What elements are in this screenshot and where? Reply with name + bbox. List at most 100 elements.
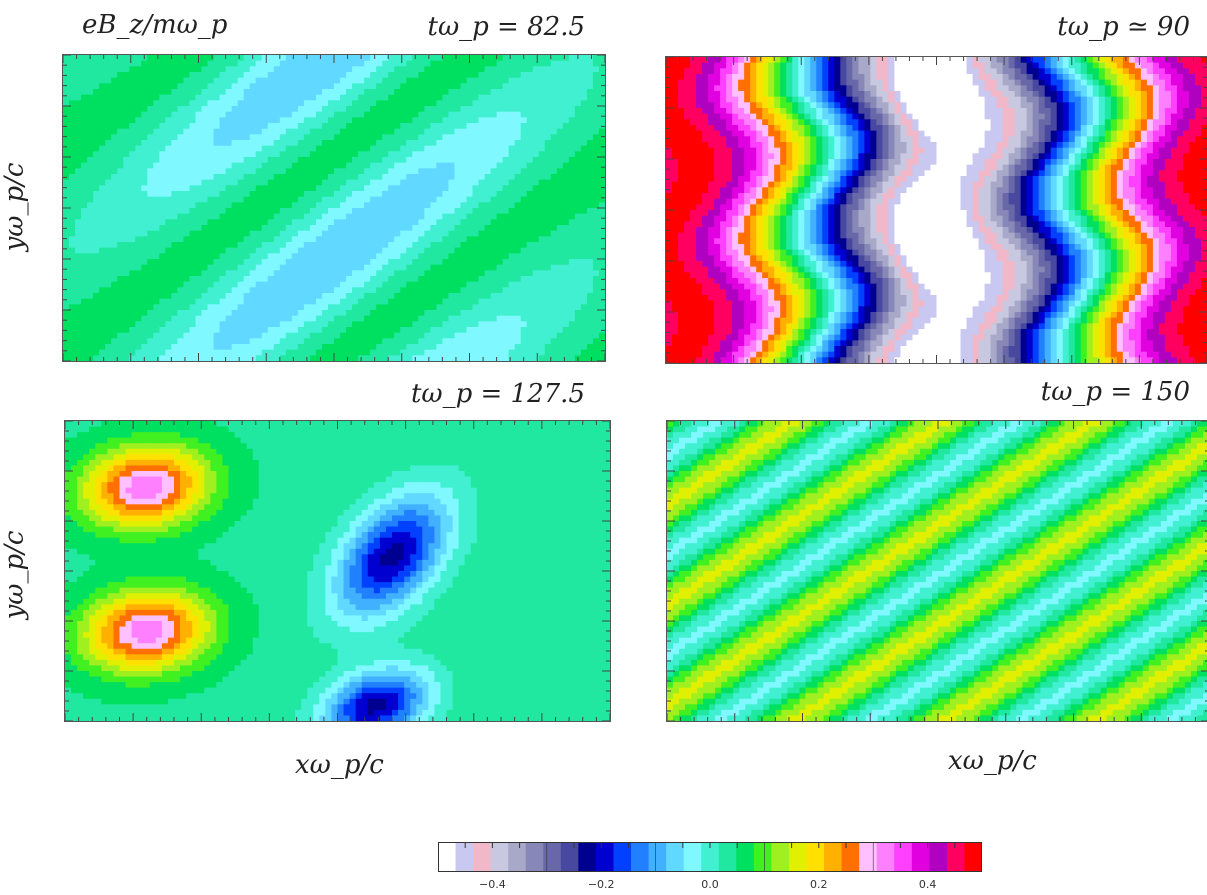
heatmap-cell bbox=[123, 77, 130, 84]
heatmap-cell bbox=[496, 253, 504, 260]
heatmap-cell bbox=[159, 60, 166, 67]
heatmap-cell bbox=[195, 247, 203, 254]
heatmap-cell bbox=[484, 247, 492, 254]
heatmap-cell bbox=[201, 151, 209, 158]
heatmap-cell bbox=[514, 208, 522, 215]
heatmap-cell bbox=[201, 196, 209, 203]
heatmap-cell bbox=[340, 298, 347, 305]
heatmap-cell bbox=[171, 100, 179, 107]
heatmap-cell bbox=[171, 72, 179, 79]
heatmap-cell bbox=[117, 287, 124, 294]
x-axis-label-left: xω_p/c bbox=[295, 752, 384, 778]
heatmap-cell bbox=[484, 106, 492, 113]
heatmap-cell bbox=[285, 304, 293, 311]
heatmap-cell bbox=[454, 145, 462, 152]
heatmap-cell bbox=[340, 117, 347, 124]
heatmap-cell bbox=[291, 202, 299, 209]
heatmap-cell bbox=[273, 123, 281, 130]
heatmap-cell bbox=[580, 94, 588, 101]
heatmap-cell bbox=[225, 304, 233, 311]
heatmap-cell bbox=[237, 174, 245, 181]
heatmap-cell bbox=[532, 270, 540, 277]
heatmap-cell bbox=[93, 162, 100, 169]
heatmap-cell bbox=[297, 355, 305, 361]
heatmap-cell bbox=[520, 162, 528, 169]
heatmap-cell bbox=[153, 145, 160, 152]
heatmap-cell bbox=[358, 140, 365, 147]
heatmap-cell bbox=[526, 168, 534, 175]
heatmap-cell bbox=[382, 162, 389, 169]
heatmap-cell bbox=[111, 60, 118, 67]
heatmap-cell bbox=[225, 315, 233, 322]
heatmap-cell bbox=[129, 344, 136, 351]
heatmap-cell bbox=[442, 111, 450, 118]
heatmap-cell bbox=[538, 89, 546, 96]
heatmap-cell bbox=[159, 236, 166, 243]
heatmap-cell bbox=[508, 230, 516, 237]
heatmap-cell bbox=[556, 276, 564, 283]
heatmap-cell bbox=[340, 321, 347, 328]
heatmap-cell bbox=[231, 196, 239, 203]
heatmap-cell bbox=[352, 355, 359, 361]
heatmap-cell bbox=[165, 281, 172, 288]
heatmap-cell bbox=[225, 355, 233, 361]
heatmap-cell bbox=[273, 344, 281, 351]
heatmap-cell bbox=[496, 230, 504, 237]
heatmap-cell bbox=[261, 128, 269, 135]
heatmap-cell bbox=[297, 72, 305, 79]
heatmap-cell bbox=[123, 185, 130, 192]
heatmap-cell bbox=[574, 111, 582, 118]
heatmap-cell bbox=[340, 355, 347, 361]
heatmap-cell bbox=[412, 213, 419, 220]
heatmap-cell bbox=[340, 281, 347, 288]
heatmap-cell bbox=[141, 270, 148, 277]
heatmap-cell bbox=[93, 219, 100, 226]
heatmap-cell bbox=[63, 128, 70, 135]
heatmap-cell bbox=[213, 145, 221, 152]
heatmap-cell bbox=[454, 276, 462, 283]
heatmap-cell bbox=[285, 123, 293, 130]
heatmap-cell bbox=[430, 123, 437, 130]
heatmap-cell bbox=[556, 60, 564, 67]
heatmap-cell bbox=[580, 304, 588, 311]
heatmap-cell bbox=[334, 72, 341, 79]
heatmap-cell bbox=[249, 157, 257, 164]
heatmap-cell bbox=[532, 202, 540, 209]
heatmap-cell bbox=[123, 140, 130, 147]
heatmap-cell bbox=[544, 72, 552, 79]
heatmap-cell bbox=[87, 332, 94, 339]
heatmap-cell bbox=[63, 196, 70, 203]
heatmap-cell bbox=[580, 344, 588, 351]
heatmap-cell bbox=[346, 185, 353, 192]
heatmap-cell bbox=[273, 179, 281, 186]
heatmap-cell bbox=[478, 355, 486, 361]
heatmap-cell bbox=[141, 72, 148, 79]
heatmap-cell bbox=[111, 236, 118, 243]
heatmap-cell bbox=[135, 134, 142, 141]
heatmap-cell bbox=[556, 230, 564, 237]
heatmap-cell bbox=[213, 100, 221, 107]
heatmap-cell bbox=[400, 174, 407, 181]
heatmap-cell bbox=[418, 179, 425, 186]
heatmap-cell bbox=[376, 100, 383, 107]
heatmap-cell bbox=[382, 134, 389, 141]
heatmap-cell bbox=[424, 66, 431, 73]
heatmap-cell bbox=[586, 179, 594, 186]
heatmap-cell bbox=[279, 106, 287, 113]
heatmap-cell bbox=[358, 310, 365, 317]
heatmap-cell bbox=[418, 196, 425, 203]
heatmap-cell bbox=[460, 111, 468, 118]
heatmap-cell bbox=[321, 355, 329, 361]
heatmap-cell bbox=[460, 83, 468, 90]
heatmap-cell bbox=[340, 83, 347, 90]
heatmap-cell bbox=[255, 89, 263, 96]
heatmap-cell bbox=[141, 179, 148, 186]
heatmap-cell bbox=[75, 55, 82, 62]
heatmap-cell bbox=[105, 66, 112, 73]
heatmap-cell bbox=[520, 72, 528, 79]
heatmap-cell bbox=[237, 145, 245, 152]
heatmap-cell bbox=[388, 134, 395, 141]
heatmap-cell bbox=[297, 185, 305, 192]
heatmap-cell bbox=[376, 315, 383, 322]
heatmap-cell bbox=[99, 310, 106, 317]
